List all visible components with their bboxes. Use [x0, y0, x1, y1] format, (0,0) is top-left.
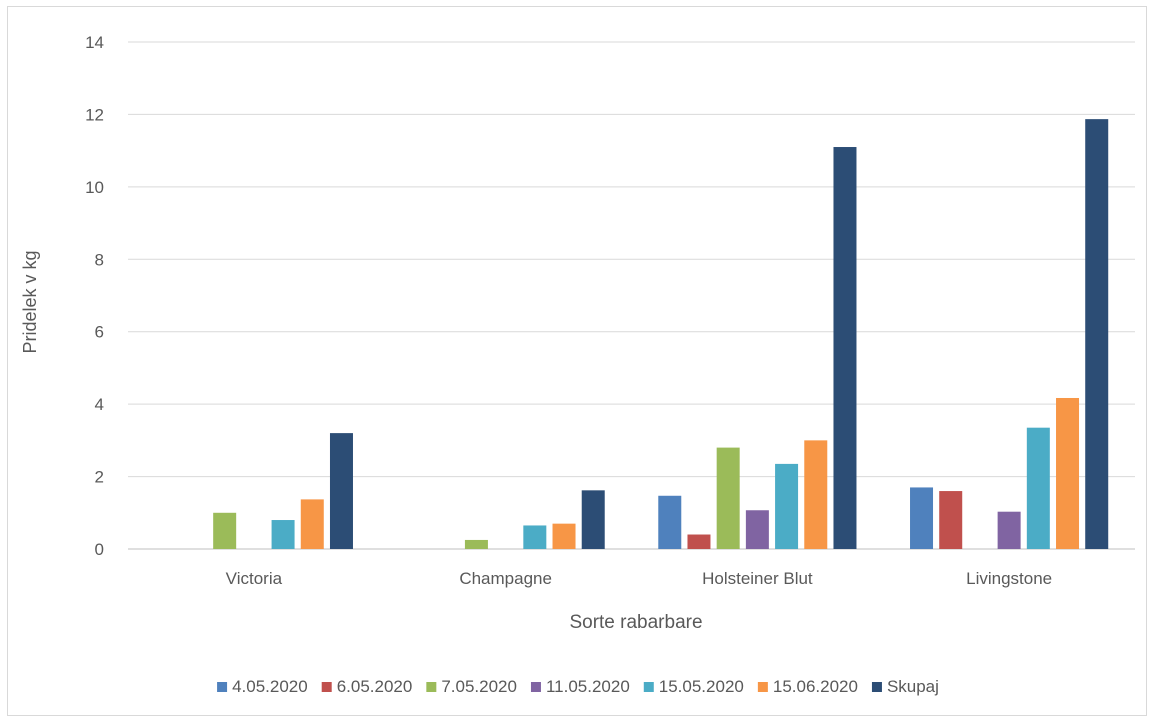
bar-livingstone-15-05-2020 — [1026, 427, 1050, 549]
legend: 4.05.2020 6.05.2020 7.05.2020 11.05.2020 15.… — [217, 677, 939, 696]
bars — [213, 119, 1109, 550]
bar-champagne-15-06-2020 — [552, 523, 576, 549]
bar-livingstone-6-05-2020 — [939, 491, 963, 549]
x-tick-label: Victoria — [226, 569, 283, 588]
x-tick-label: Champagne — [459, 569, 552, 588]
bar-victoria-15-05-2020 — [271, 520, 295, 549]
y-tick-label: 6 — [95, 323, 104, 342]
x-tick-label: Holsteiner Blut — [702, 569, 813, 588]
bar-livingstone-15-06-2020 — [1056, 397, 1080, 549]
legend-swatch — [871, 682, 882, 692]
y-tick-label: 14 — [85, 33, 104, 52]
bar-victoria-7-05-2020 — [213, 512, 237, 549]
bar-holsteiner-blut-15-06-2020 — [804, 440, 828, 549]
bar-holsteiner-blut-skupaj — [833, 147, 857, 549]
bar-champagne-15-05-2020 — [523, 525, 547, 549]
bar-holsteiner-blut-4-05-2020 — [658, 495, 682, 549]
y-tick-label: 0 — [95, 540, 104, 559]
y-tick-label: 12 — [85, 105, 104, 124]
y-tick-label: 8 — [95, 250, 104, 269]
bar-champagne-skupaj — [581, 490, 605, 549]
legend-swatch — [530, 682, 541, 692]
bar-holsteiner-blut-6-05-2020 — [687, 534, 711, 549]
chart-frame: 0 2 4 6 8 10 12 14 Victoria Champagne Holsteiner … — [7, 6, 1147, 716]
y-tick-label: 2 — [95, 468, 104, 487]
legend-label: 15.06.2020 — [773, 677, 858, 696]
x-axis-tick-labels: Victoria Champagne Holsteiner Blut Livingst… — [226, 569, 1052, 588]
y-tick-label: 4 — [95, 395, 104, 414]
bar-livingstone-4-05-2020 — [910, 487, 934, 549]
legend-swatch — [321, 682, 332, 692]
grid-lines — [128, 41, 1135, 550]
legend-label: 7.05.2020 — [441, 677, 517, 696]
bar-champagne-7-05-2020 — [464, 539, 488, 549]
bar-victoria-15-06-2020 — [300, 499, 324, 549]
legend-label: 4.05.2020 — [232, 677, 308, 696]
bar-chart: 0 2 4 6 8 10 12 14 Victoria Champagne Holsteiner … — [20, 33, 1135, 696]
legend-label: 15.05.2020 — [659, 677, 744, 696]
y-axis-tick-labels: 0 2 4 6 8 10 12 14 — [85, 33, 104, 559]
legend-swatch — [643, 682, 654, 692]
legend-swatch — [426, 682, 437, 692]
bar-livingstone-skupaj — [1085, 119, 1109, 550]
legend-label: 11.05.2020 — [546, 677, 630, 696]
x-axis-title: Sorte rabarbare — [569, 612, 702, 633]
bar-holsteiner-blut-7-05-2020 — [716, 447, 740, 549]
bar-holsteiner-blut-11-05-2020 — [745, 510, 769, 549]
y-axis-title: Pridelek v kg — [20, 250, 40, 353]
bar-livingstone-11-05-2020 — [997, 511, 1021, 549]
legend-swatch — [757, 682, 768, 692]
legend-swatch — [217, 682, 228, 692]
legend-label: 6.05.2020 — [337, 677, 413, 696]
x-tick-label: Livingstone — [966, 569, 1052, 588]
bar-victoria-skupaj — [329, 433, 353, 549]
legend-label: Skupaj — [887, 677, 939, 696]
bar-holsteiner-blut-15-05-2020 — [775, 463, 799, 549]
y-tick-label: 10 — [85, 178, 104, 197]
